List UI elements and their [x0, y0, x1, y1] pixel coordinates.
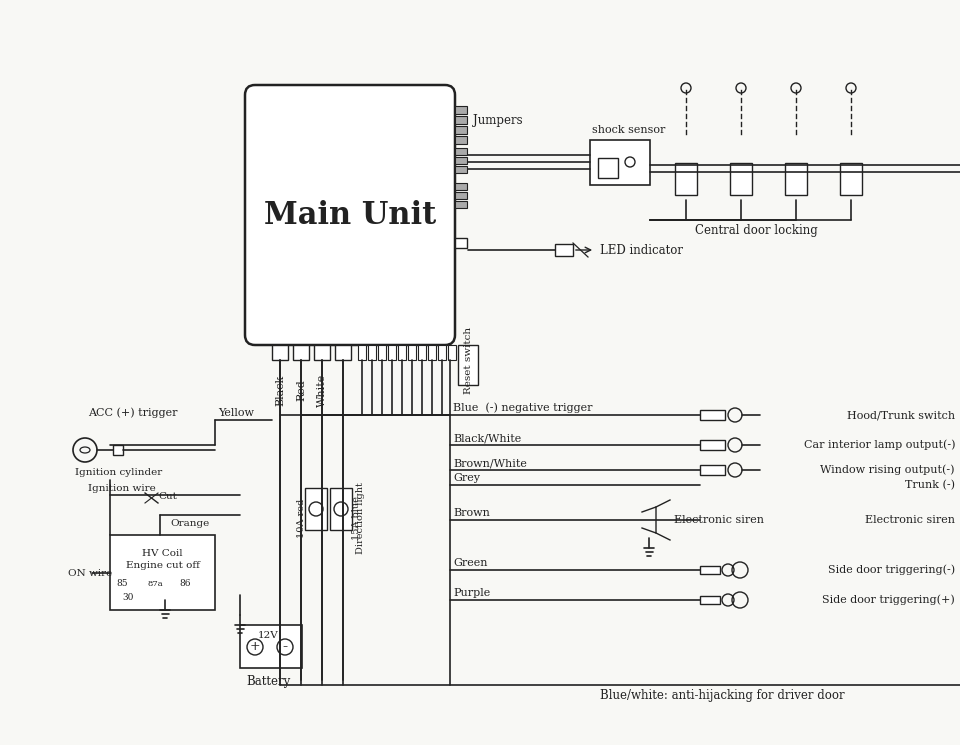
Text: Electronic siren: Electronic siren — [674, 515, 764, 525]
Text: -: - — [282, 640, 288, 654]
Text: 85: 85 — [116, 580, 128, 589]
Text: 12V: 12V — [257, 630, 278, 639]
Text: +: + — [250, 641, 260, 653]
Text: Yellow: Yellow — [218, 408, 254, 418]
Bar — [418, 345, 426, 360]
Text: Green: Green — [453, 558, 488, 568]
Text: Engine cut off: Engine cut off — [126, 560, 200, 569]
Bar — [700, 596, 720, 604]
Bar — [240, 625, 302, 668]
Bar — [730, 163, 752, 195]
Bar — [398, 345, 406, 360]
Text: Side door triggering(+): Side door triggering(+) — [823, 595, 955, 605]
Text: Blue  (-) negative trigger: Blue (-) negative trigger — [453, 403, 592, 413]
Bar — [455, 183, 467, 190]
Text: LED indicator: LED indicator — [600, 244, 683, 256]
Text: Brown/White: Brown/White — [453, 458, 527, 468]
Bar — [455, 126, 467, 134]
Bar — [700, 566, 720, 574]
Text: ACC (+) trigger: ACC (+) trigger — [88, 408, 178, 418]
Text: Jumpers: Jumpers — [473, 113, 522, 127]
Text: Black: Black — [275, 375, 285, 405]
Bar — [110, 535, 215, 610]
Bar — [455, 136, 467, 144]
Bar — [368, 345, 376, 360]
Text: Purple: Purple — [453, 588, 491, 598]
Bar — [455, 157, 467, 164]
Text: Brown: Brown — [453, 508, 490, 518]
Text: Grey: Grey — [453, 473, 480, 483]
Text: Central door locking: Central door locking — [695, 224, 818, 236]
Bar — [113, 445, 123, 455]
Bar — [330, 488, 352, 530]
Bar — [455, 106, 467, 114]
Bar — [272, 345, 288, 360]
Text: Hood/Trunk switch: Hood/Trunk switch — [847, 410, 955, 420]
Bar — [840, 163, 862, 195]
Text: ON wire: ON wire — [68, 568, 112, 577]
Bar — [358, 345, 366, 360]
Text: Ignition wire: Ignition wire — [88, 484, 156, 492]
Text: Trunk (-): Trunk (-) — [905, 480, 955, 490]
Bar — [314, 345, 330, 360]
Text: 86: 86 — [180, 580, 191, 589]
Text: Window rising output(-): Window rising output(-) — [821, 465, 955, 475]
Text: Cut: Cut — [158, 492, 177, 501]
Bar — [335, 345, 351, 360]
Text: Car interior lamp output(-): Car interior lamp output(-) — [804, 440, 955, 450]
Text: 30: 30 — [122, 594, 133, 603]
Text: Black/White: Black/White — [453, 433, 521, 443]
Text: Red: Red — [296, 379, 306, 401]
Text: HV Coil: HV Coil — [142, 548, 182, 557]
Bar — [675, 163, 697, 195]
Bar — [455, 148, 467, 155]
Text: 10A red: 10A red — [297, 498, 305, 538]
Text: Main Unit: Main Unit — [264, 200, 436, 230]
Bar — [700, 440, 725, 450]
Bar — [700, 410, 725, 420]
Bar — [388, 345, 396, 360]
Bar — [378, 345, 386, 360]
Text: Electronic siren: Electronic siren — [865, 515, 955, 525]
Bar — [455, 238, 467, 248]
Text: Reset switch: Reset switch — [464, 326, 472, 393]
Bar — [555, 244, 573, 256]
Text: Blue/white: anti-hijacking for driver door: Blue/white: anti-hijacking for driver do… — [600, 688, 845, 702]
Text: Direction light: Direction light — [355, 482, 365, 554]
Bar — [455, 201, 467, 208]
Bar — [428, 345, 436, 360]
Bar — [455, 166, 467, 173]
Bar — [448, 345, 456, 360]
Bar — [438, 345, 446, 360]
Bar — [408, 345, 416, 360]
Text: 15A blue: 15A blue — [351, 496, 361, 540]
Bar — [458, 345, 478, 385]
Bar — [598, 158, 618, 178]
Bar — [590, 140, 650, 185]
Bar — [455, 116, 467, 124]
Bar — [293, 345, 309, 360]
Text: Ignition cylinder: Ignition cylinder — [75, 468, 162, 477]
Text: White: White — [317, 373, 327, 407]
FancyBboxPatch shape — [245, 85, 455, 345]
Text: shock sensor: shock sensor — [592, 125, 665, 135]
Text: Battery: Battery — [246, 676, 290, 688]
Bar — [455, 192, 467, 199]
Text: Side door triggering(-): Side door triggering(-) — [828, 565, 955, 575]
Bar — [785, 163, 807, 195]
Bar — [305, 488, 327, 530]
Text: 87a: 87a — [147, 580, 163, 588]
Bar — [700, 465, 725, 475]
Text: Orange: Orange — [170, 519, 209, 527]
